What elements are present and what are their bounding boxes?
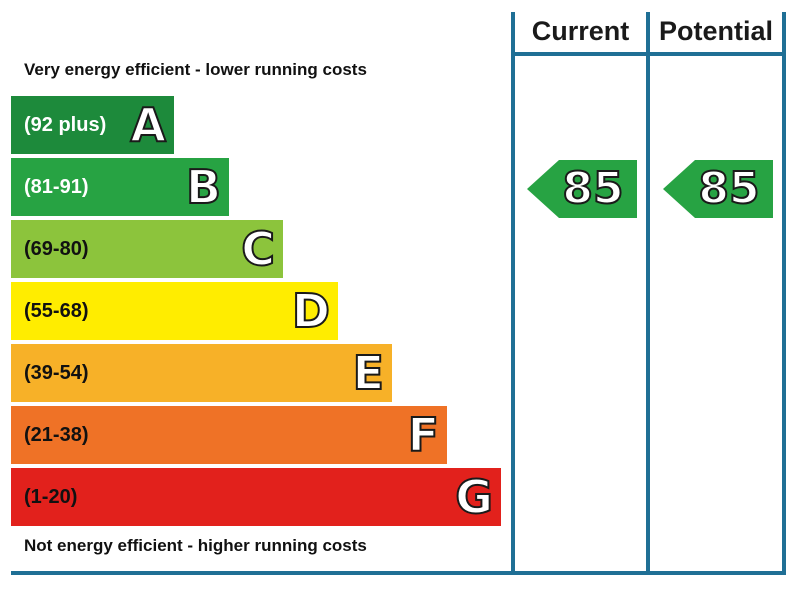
potential-rating-arrow: 85 <box>663 160 773 218</box>
bottom-rule <box>11 571 786 575</box>
header-underline <box>511 52 786 56</box>
band-letter: G <box>454 469 494 525</box>
potential-header: Potential <box>658 16 773 46</box>
band-g: (1-20) G <box>11 468 501 526</box>
band-range-label: (69-80) <box>24 238 89 260</box>
band-a: (92 plus) A <box>11 96 174 154</box>
current-rating-arrow: 85 <box>527 160 637 218</box>
current-arrow-shape <box>527 160 637 218</box>
band-letter: A <box>129 97 167 153</box>
band-letter: E <box>352 345 385 401</box>
band-f: (21-38) F <box>11 406 447 464</box>
band-letter: B <box>185 159 222 215</box>
current-header: Current <box>531 16 630 46</box>
potential-arrow-shape <box>663 160 773 218</box>
band-letter: F <box>407 407 440 463</box>
band-letter: C <box>240 221 276 277</box>
column-divider-middle <box>646 12 650 575</box>
potential-rating-value: 85 <box>697 162 760 215</box>
band-letter: D <box>291 283 331 339</box>
band-range-label: (55-68) <box>24 300 89 322</box>
band-e: (39-54) E <box>11 344 392 402</box>
band-c: (69-80) C <box>11 220 283 278</box>
band-range-label: (39-54) <box>24 362 89 384</box>
column-divider-left <box>511 12 515 575</box>
band-range-label: (21-38) <box>24 424 89 446</box>
inefficient-caption: Not energy efficient - higher running co… <box>24 536 367 555</box>
band-range-label: (92 plus) <box>24 114 107 136</box>
band-range-label: (1-20) <box>24 486 78 508</box>
band-range-label: (81-91) <box>24 176 89 198</box>
band-b: (81-91) B <box>11 158 229 216</box>
band-d: (55-68) D <box>11 282 338 340</box>
current-rating-value: 85 <box>561 162 624 215</box>
efficient-caption: Very energy efficient - lower running co… <box>24 60 367 79</box>
column-divider-right <box>782 12 786 575</box>
